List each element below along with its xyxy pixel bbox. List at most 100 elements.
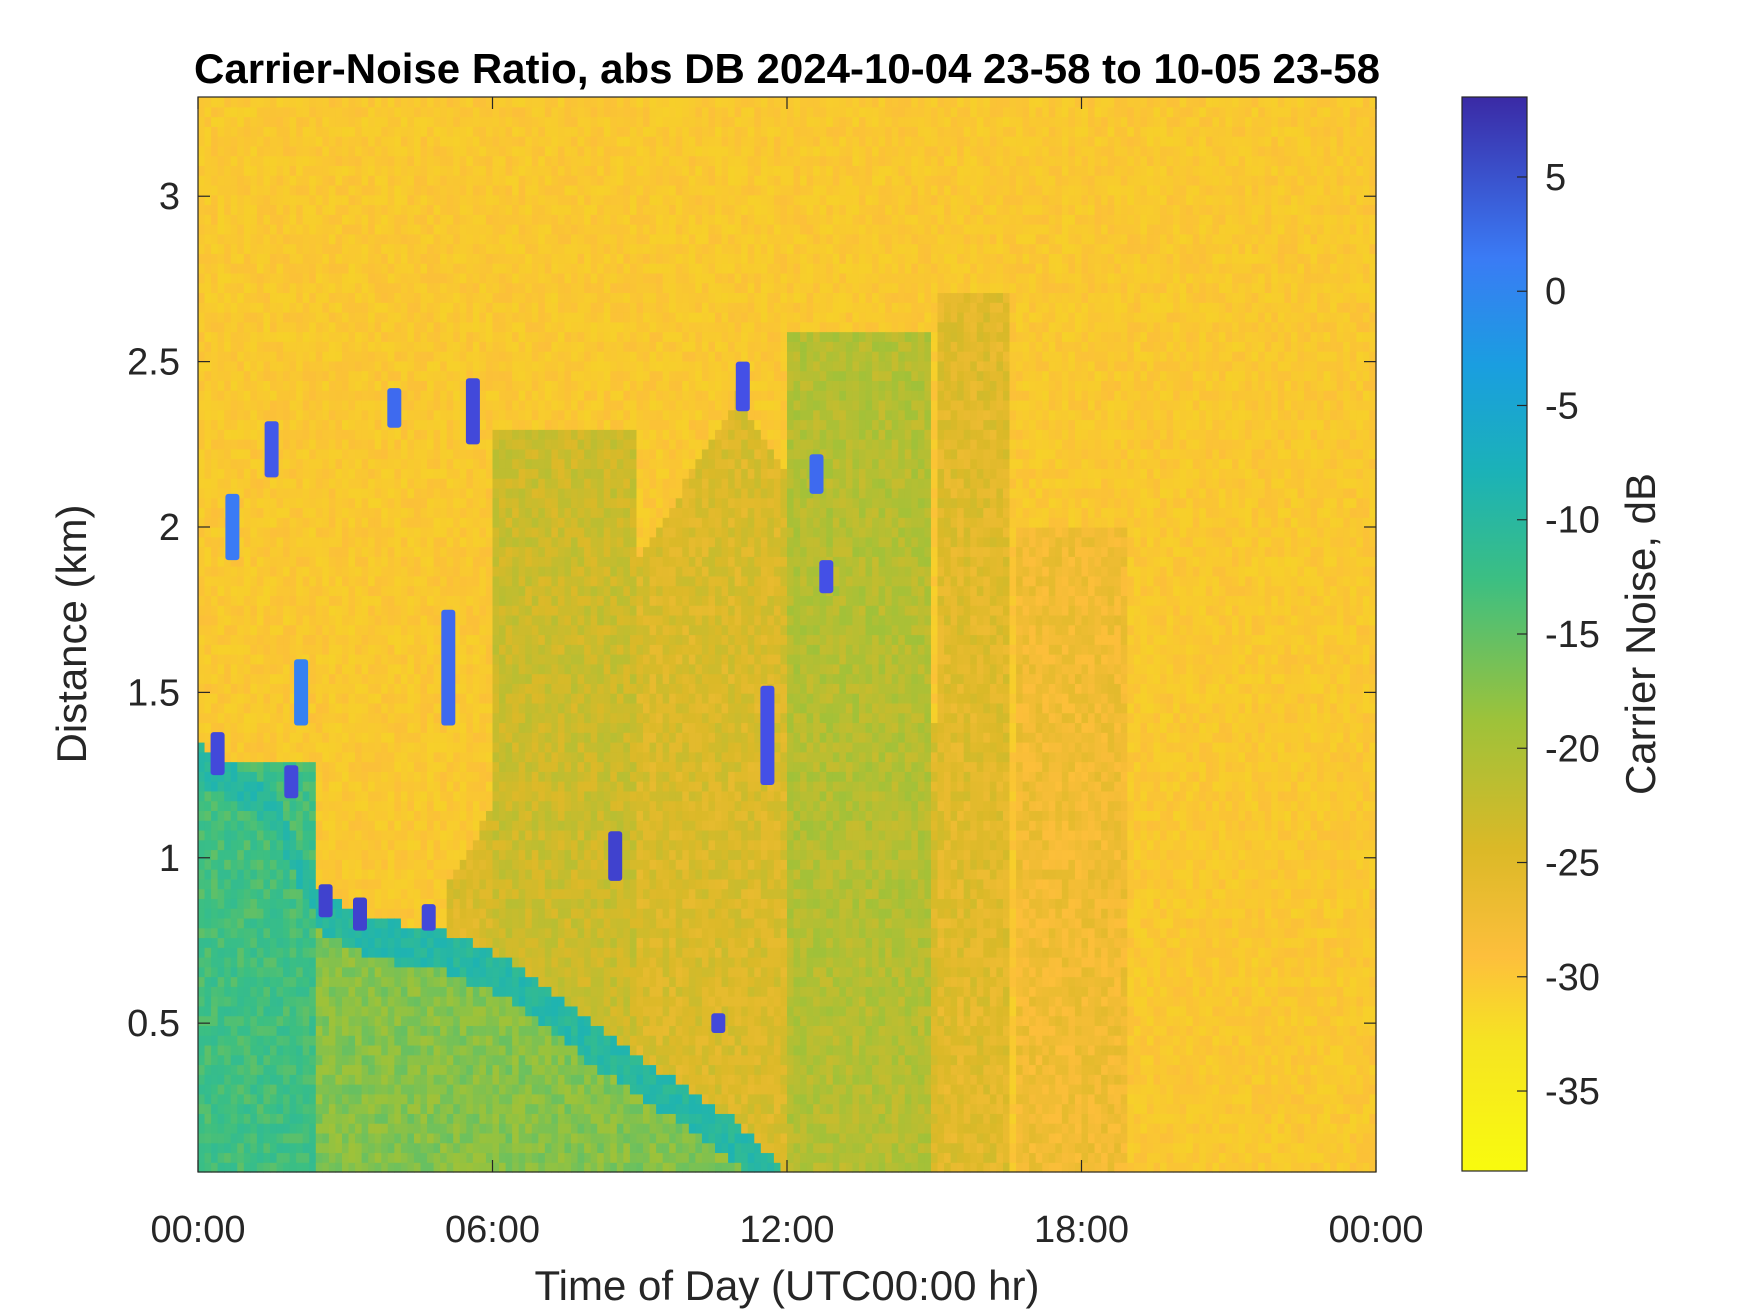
heatmap-cell xyxy=(205,859,212,869)
heatmap-cell xyxy=(349,625,356,635)
heatmap-cell xyxy=(218,840,225,850)
heatmap-cell xyxy=(486,224,493,234)
heatmap-cell xyxy=(309,341,316,351)
heatmap-cell xyxy=(244,820,251,830)
heatmap-cell xyxy=(427,1035,434,1045)
heatmap-cell xyxy=(473,1133,480,1143)
heatmap-cell xyxy=(329,693,336,703)
heatmap-cell xyxy=(362,410,369,420)
heatmap-cell xyxy=(447,1162,454,1172)
heatmap-cell xyxy=(434,351,441,361)
heatmap-cell xyxy=(237,967,244,977)
heatmap-cell xyxy=(466,126,473,136)
heatmap-cell xyxy=(427,869,434,879)
heatmap-cell xyxy=(211,986,218,996)
heatmap-cell xyxy=(244,126,251,136)
heatmap-cell xyxy=(414,556,421,566)
heatmap-cell xyxy=(309,126,316,136)
heatmap-cell xyxy=(407,869,414,879)
heatmap-cell xyxy=(296,928,303,938)
heatmap-cell xyxy=(290,439,297,449)
heatmap-cell xyxy=(218,468,225,478)
heatmap-cell xyxy=(335,713,342,723)
heatmap-cell xyxy=(335,703,342,713)
heatmap-cell xyxy=(440,918,447,928)
heatmap-cell xyxy=(368,693,375,703)
heatmap-cell xyxy=(244,615,251,625)
heatmap-cell xyxy=(486,947,493,957)
heatmap-cell xyxy=(460,644,467,654)
heatmap-cell xyxy=(205,908,212,918)
heatmap-cell xyxy=(394,527,401,537)
heatmap-cell xyxy=(401,302,408,312)
heatmap-cell xyxy=(447,830,454,840)
heatmap-cell xyxy=(421,547,428,557)
heatmap-cell xyxy=(381,1065,388,1075)
heatmap-cell xyxy=(329,126,336,136)
heatmap-cell xyxy=(277,400,284,410)
heatmap-cell xyxy=(224,1162,231,1172)
heatmap-cell xyxy=(388,996,395,1006)
heatmap-cell xyxy=(211,879,218,889)
heatmap-cell xyxy=(224,1152,231,1162)
heatmap-cell xyxy=(486,605,493,615)
heatmap-cell xyxy=(218,693,225,703)
heatmap-cell xyxy=(211,507,218,517)
heatmap-cell xyxy=(375,1055,382,1065)
heatmap-cell xyxy=(375,722,382,732)
heatmap-cell xyxy=(362,185,369,195)
heatmap-cell xyxy=(407,527,414,537)
heatmap-cell xyxy=(440,996,447,1006)
heatmap-cell xyxy=(270,635,277,645)
heatmap-cell xyxy=(224,879,231,889)
heatmap-cell xyxy=(270,820,277,830)
heatmap-cell xyxy=(205,977,212,987)
heatmap-cell xyxy=(283,615,290,625)
heatmap-cell xyxy=(349,253,356,263)
heatmap-cell xyxy=(388,1045,395,1055)
heatmap-cell xyxy=(434,244,441,254)
heatmap-cell xyxy=(473,1035,480,1045)
heatmap-cell xyxy=(205,478,212,488)
heatmap-cell xyxy=(479,1123,486,1133)
heatmap-cell xyxy=(237,136,244,146)
heatmap-cell xyxy=(342,234,349,244)
heatmap-cell xyxy=(211,478,218,488)
heatmap-cell xyxy=(375,195,382,205)
heatmap-cell xyxy=(218,263,225,273)
heatmap-cell xyxy=(303,302,310,312)
heatmap-cell xyxy=(244,439,251,449)
heatmap-cell xyxy=(237,664,244,674)
heatmap-cell xyxy=(270,537,277,547)
heatmap-cell xyxy=(290,97,297,107)
heatmap-cell xyxy=(381,732,388,742)
heatmap-cell xyxy=(401,771,408,781)
heatmap-cell xyxy=(381,449,388,459)
heatmap-cell xyxy=(407,234,414,244)
heatmap-cell xyxy=(211,820,218,830)
heatmap-cell xyxy=(407,859,414,869)
heatmap-cell xyxy=(473,801,480,811)
heatmap-cell xyxy=(473,214,480,224)
heatmap-cell xyxy=(316,840,323,850)
heatmap-cell xyxy=(368,859,375,869)
heatmap-cell xyxy=(434,869,441,879)
heatmap-cell xyxy=(368,1025,375,1035)
heatmap-cell xyxy=(257,371,264,381)
heatmap-cell xyxy=(375,791,382,801)
heatmap-cell xyxy=(394,1162,401,1172)
heatmap-cell xyxy=(388,234,395,244)
heatmap-cell xyxy=(427,781,434,791)
heatmap-cell xyxy=(218,566,225,576)
heatmap-cell xyxy=(329,195,336,205)
heatmap-cell xyxy=(270,879,277,889)
heatmap-cell xyxy=(283,830,290,840)
heatmap-cell xyxy=(316,586,323,596)
heatmap-cell xyxy=(231,439,238,449)
heatmap-cell xyxy=(381,175,388,185)
heatmap-cell xyxy=(205,1133,212,1143)
heatmap-cell xyxy=(434,332,441,342)
heatmap-cell xyxy=(283,683,290,693)
heatmap-cell xyxy=(224,302,231,312)
heatmap-cell xyxy=(362,1006,369,1016)
